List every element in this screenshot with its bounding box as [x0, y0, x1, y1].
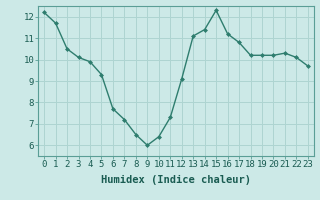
X-axis label: Humidex (Indice chaleur): Humidex (Indice chaleur) [101, 175, 251, 185]
